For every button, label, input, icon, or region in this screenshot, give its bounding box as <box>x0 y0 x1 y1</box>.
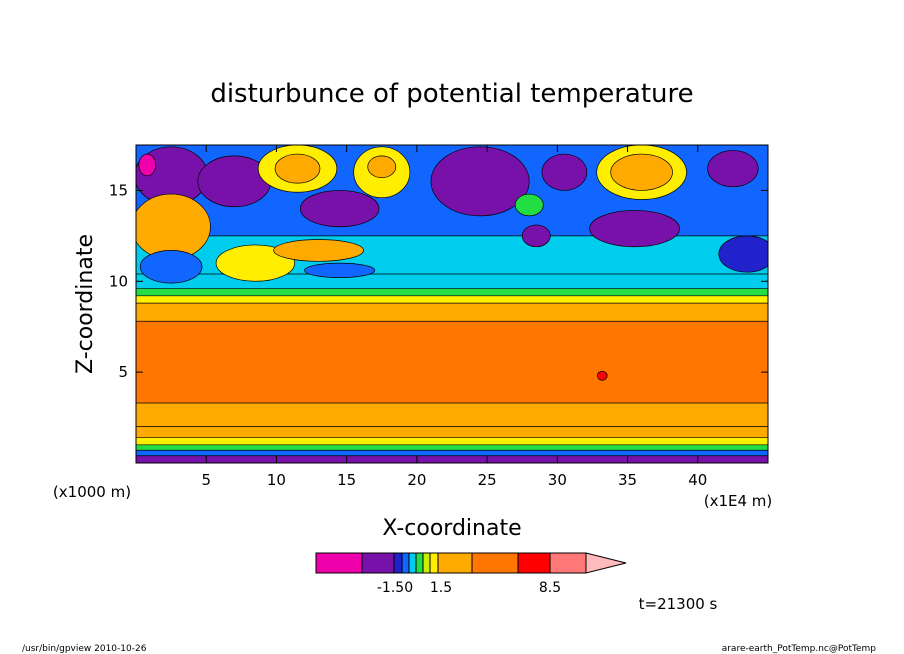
colorbar-label: 1.5 <box>430 580 452 596</box>
field-blob-11 <box>610 153 673 191</box>
field-blob-16 <box>139 250 203 284</box>
colorbar-segment <box>549 552 587 574</box>
field-band-7 <box>136 303 768 322</box>
colorbar-segment <box>315 552 363 574</box>
field-band-5 <box>136 403 768 427</box>
y-tick-label: 5 <box>118 363 128 381</box>
y-tick-label: 10 <box>109 272 128 290</box>
colorbar-label: 8.5 <box>539 580 561 596</box>
colorbar-segment <box>471 552 519 574</box>
colorbar-arrow <box>585 552 627 574</box>
field-blob-9 <box>541 153 588 191</box>
field-blob-18 <box>273 239 364 262</box>
field-blob-1 <box>138 153 157 177</box>
plot-frame <box>135 144 769 464</box>
colorbar-segment <box>408 552 417 574</box>
colorbar-segment <box>517 552 551 574</box>
field-blob-4 <box>274 153 321 184</box>
colorbar-segment <box>429 552 439 574</box>
colorbar-label: -1.50 <box>377 580 413 596</box>
field-band-3 <box>136 437 768 445</box>
x-tick-label: 40 <box>688 471 707 489</box>
colorbar-segment <box>415 552 424 574</box>
y-tick-label: 15 <box>109 181 128 199</box>
footer-right: arare-earth_PotTemp.nc@PotTemp <box>722 644 877 654</box>
x-axis: 5 10 15 20 25 30 35 40 <box>201 145 707 489</box>
x-tick-label: 35 <box>618 471 637 489</box>
field-blob-19 <box>304 262 376 279</box>
field-band-1 <box>136 450 768 456</box>
x-tick-label: 10 <box>267 471 286 489</box>
x-axis-label: X-coordinate <box>382 516 521 541</box>
x-tick-label: 15 <box>337 471 356 489</box>
colorbar-segment <box>422 552 431 574</box>
y-axis: 5 10 15 <box>109 181 768 381</box>
colorbar-segment <box>361 552 395 574</box>
x-unit-right: (x1E4 m) <box>704 492 773 510</box>
field-blob-17 <box>215 244 296 282</box>
colorbar-segment <box>437 552 473 574</box>
field-blob-15 <box>136 193 211 260</box>
field-blob-6 <box>367 155 397 179</box>
colorbar-segment <box>401 552 410 574</box>
field-band-4 <box>136 426 768 438</box>
field-blob-7 <box>299 190 380 228</box>
x-tick-label: 5 <box>201 471 211 489</box>
x-unit-left: (x1000 m) <box>53 483 131 501</box>
field-blob-12 <box>707 150 759 188</box>
field-band-9 <box>136 288 768 296</box>
time-label: t=21300 s <box>639 595 718 613</box>
chart-title: disturbunce of potential temperature <box>210 79 693 109</box>
field-blob-20 <box>514 193 544 217</box>
field-blob-8 <box>430 146 530 217</box>
field-blob-21 <box>718 235 768 273</box>
field-band-6 <box>136 321 768 404</box>
field-band-10 <box>136 274 768 289</box>
field-blob-22 <box>597 370 608 381</box>
colorbar: -1.50 1.5 8.5 <box>315 552 627 596</box>
x-tick-label: 30 <box>548 471 567 489</box>
colorbar-segment <box>393 552 403 574</box>
field-band-8 <box>136 295 768 304</box>
field-band-0 <box>136 455 768 463</box>
field-band-2 <box>136 444 768 451</box>
field-blob-14 <box>521 224 551 248</box>
x-tick-label: 25 <box>478 471 497 489</box>
x-tick-label: 20 <box>407 471 426 489</box>
plot-area <box>136 145 768 463</box>
y-axis-label: Z-coordinate <box>73 234 98 374</box>
footer-left: /usr/bin/gpview 2010-10-26 <box>22 644 147 654</box>
field-blob-13 <box>589 210 680 248</box>
